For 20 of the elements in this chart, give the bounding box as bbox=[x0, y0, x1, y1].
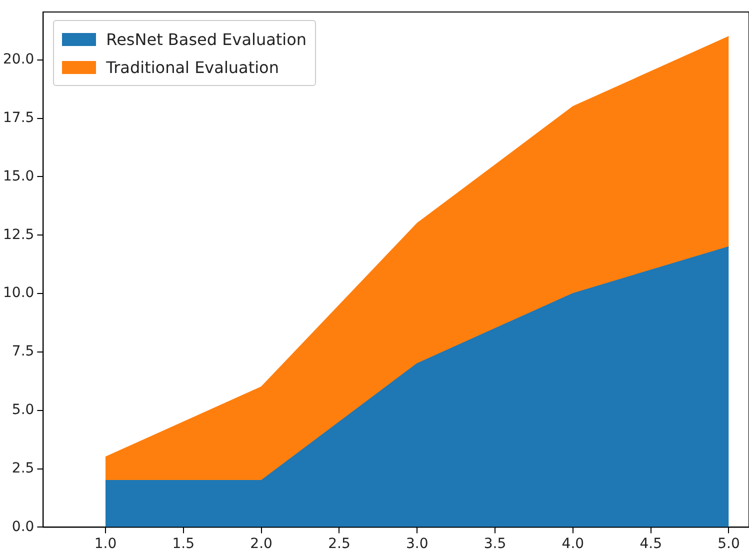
legend-label: Traditional Evaluation bbox=[106, 58, 279, 76]
y-tick-label: 10.0 bbox=[3, 285, 34, 302]
x-tick-label: 4.0 bbox=[562, 536, 584, 552]
x-tick-label: 1.5 bbox=[172, 536, 195, 552]
legend-label: ResNet Based Evaluation bbox=[106, 30, 307, 48]
x-tick-label: 1.0 bbox=[94, 536, 117, 552]
y-tick-label: 0.0 bbox=[12, 518, 34, 535]
y-tick-label: 15.0 bbox=[3, 168, 34, 184]
y-tick-label: 2.5 bbox=[12, 460, 34, 476]
x-tick-label: 3.5 bbox=[484, 536, 506, 552]
y-tick-label: 5.0 bbox=[12, 402, 34, 418]
x-tick-label: 2.5 bbox=[328, 536, 350, 552]
x-tick-label: 3.0 bbox=[406, 536, 428, 552]
x-tick-label: 4.5 bbox=[640, 536, 662, 552]
y-tick-label: 20.0 bbox=[3, 52, 34, 68]
y-tick-label: 12.5 bbox=[3, 226, 34, 243]
x-tick-label: 5.0 bbox=[718, 536, 740, 552]
y-tick-label: 17.5 bbox=[3, 110, 34, 126]
x-tick-label: 2.0 bbox=[250, 536, 272, 552]
y-tick-label: 7.5 bbox=[12, 344, 34, 360]
